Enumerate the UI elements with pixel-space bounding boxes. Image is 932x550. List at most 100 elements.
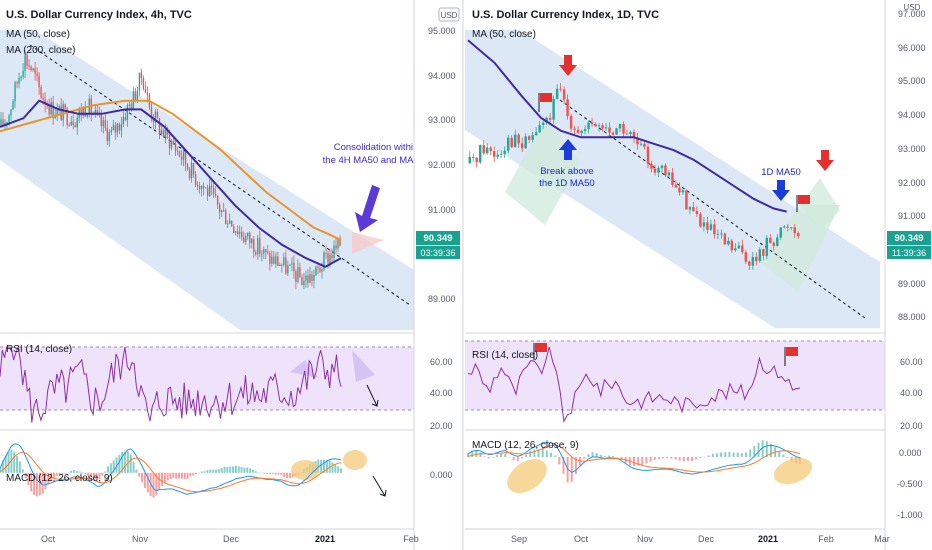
macd-histogram-bar — [257, 472, 260, 473]
right-rsi-label: RSI (14, close) — [472, 350, 538, 361]
candle-body — [786, 226, 789, 228]
candle-body — [208, 185, 211, 197]
macd-histogram-bar — [178, 472, 181, 479]
candle-body — [50, 101, 52, 115]
flag-icon — [538, 93, 552, 112]
blue-arrow-down-icon — [772, 180, 790, 201]
macd-histogram-bar — [662, 456, 665, 459]
right-ytick: 97.000 — [898, 9, 926, 19]
macd-histogram-bar — [491, 456, 494, 458]
candle-body — [720, 233, 723, 235]
candle-body — [22, 70, 24, 77]
candle-body — [124, 117, 127, 121]
candle-body — [233, 226, 235, 233]
macd-histogram-bar — [87, 472, 90, 476]
macd-histogram-bar — [33, 472, 36, 495]
candle-body — [36, 73, 38, 76]
left-ytick: 93.000 — [428, 115, 456, 125]
macd-histogram-bar — [141, 472, 144, 483]
candle-body — [170, 141, 173, 149]
macd-histogram-bar — [223, 466, 226, 473]
left-countdown: 03:39:36 — [420, 248, 455, 258]
flag-icon — [784, 347, 798, 366]
candle-body — [311, 274, 313, 281]
right-signal-line — [467, 444, 801, 473]
candle-body — [24, 55, 26, 71]
candle-body — [58, 105, 60, 109]
left-xtick: Nov — [132, 534, 149, 544]
candle-body — [562, 89, 566, 100]
macd-histogram-bar — [761, 440, 764, 457]
right-green-zone-1 — [505, 118, 580, 225]
macd-histogram-bar — [769, 443, 772, 457]
macd-histogram-bar — [757, 442, 760, 457]
macd-histogram-bar — [163, 472, 166, 483]
right-price-tag — [887, 231, 931, 245]
candle-body — [664, 165, 667, 176]
left-rsi-line — [0, 345, 342, 423]
candle-body — [222, 210, 225, 212]
candle-body — [611, 132, 615, 135]
right-ma50-line — [467, 39, 787, 213]
candle-body — [176, 150, 179, 152]
candle-body — [281, 264, 283, 266]
candle-body — [198, 186, 201, 189]
candle-body — [468, 157, 471, 164]
candle-body — [587, 122, 590, 130]
candle-body — [765, 237, 769, 256]
candle-body — [138, 72, 141, 91]
candle-body — [30, 66, 32, 71]
macd-histogram-bar — [334, 464, 337, 473]
macd-histogram-bar — [595, 453, 598, 457]
candle-body — [650, 163, 653, 169]
candle-body — [688, 207, 692, 210]
macd-histogram-bar — [583, 456, 586, 459]
macd-histogram-bar — [703, 456, 706, 458]
macd-histogram-bar — [283, 472, 286, 478]
candle-body — [40, 87, 42, 98]
macd-histogram-bar — [649, 456, 652, 462]
candle-body — [216, 195, 219, 205]
macd-histogram-bar — [92, 472, 95, 479]
macd-histogram-bar — [246, 467, 249, 473]
left-rsi-arrow — [366, 384, 379, 407]
candle-body — [130, 104, 133, 109]
candle-body — [144, 89, 147, 93]
macd-histogram-bar — [58, 472, 61, 475]
candle-body — [70, 121, 72, 126]
candle-body — [190, 162, 193, 179]
candle-body — [172, 141, 175, 145]
macd-histogram-bar — [288, 472, 291, 479]
candle-body — [32, 68, 34, 71]
candle-body — [168, 134, 171, 149]
candle-body — [18, 78, 20, 84]
candle-body — [319, 268, 321, 272]
candle-body — [307, 275, 309, 283]
left-y-ticks: 95.000 94.000 93.000 92.000 91.000 89.00… — [428, 26, 456, 304]
macd-histogram-bar — [641, 456, 644, 465]
candle-body — [604, 127, 608, 129]
left-macd-highlight-1 — [291, 460, 319, 480]
macd-histogram-bar — [98, 472, 101, 480]
macd-histogram-bar — [158, 472, 161, 490]
candle-body — [220, 210, 223, 213]
candle-body — [196, 185, 199, 187]
macd-histogram-bar — [529, 450, 532, 457]
right-ytick: 94.000 — [898, 110, 926, 120]
candle-body — [92, 114, 94, 116]
candle-body — [315, 266, 317, 276]
macd-histogram-bar — [186, 472, 189, 479]
macd-histogram-bar — [55, 472, 58, 476]
macd-histogram-bar — [633, 456, 635, 467]
macd-histogram-bar — [736, 452, 739, 457]
candle-body — [106, 127, 109, 142]
candle-body — [178, 150, 181, 157]
candle-body — [758, 249, 762, 262]
candle-body — [112, 125, 115, 131]
candle-body — [118, 123, 121, 131]
candle-body — [6, 122, 8, 123]
macd-histogram-bar — [745, 452, 748, 457]
macd-histogram-bar — [322, 459, 325, 473]
candle-body — [646, 146, 650, 164]
candle-body — [28, 65, 30, 67]
